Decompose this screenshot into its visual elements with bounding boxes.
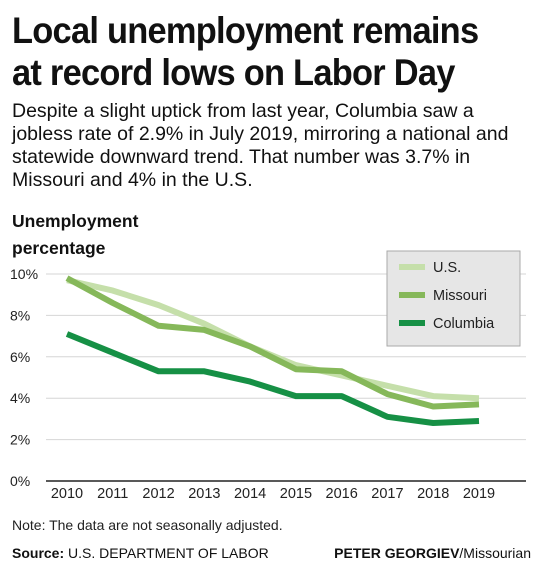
- y-axis-label: Unemployment percentage: [12, 208, 138, 262]
- x-tick-label: 2013: [188, 486, 220, 502]
- x-tick-label: 2015: [280, 486, 312, 502]
- legend-label: Missouri: [433, 288, 487, 304]
- credit-name: PETER GEORGIEV: [334, 545, 460, 561]
- legend-label: U.S.: [433, 260, 461, 276]
- y-axis-label-line-1: Unemployment: [12, 211, 139, 231]
- title-line-2: at record lows on Labor Day: [12, 52, 455, 93]
- chart-subtitle: Despite a slight uptick from last year, …: [12, 100, 509, 191]
- series-line-columbia: [65, 331, 480, 426]
- x-tick-label: 2011: [97, 486, 128, 502]
- chart-title: Local unemployment remains at record low…: [12, 10, 500, 94]
- y-tick-label: 8%: [10, 307, 30, 323]
- source-text: U.S. DEPARTMENT OF LABOR: [68, 545, 269, 561]
- y-tick-label: 6%: [10, 349, 30, 365]
- x-tick-label: 2010: [51, 486, 83, 502]
- x-tick-label: 2012: [142, 486, 174, 502]
- title-line-1: Local unemployment remains: [12, 10, 479, 51]
- series-line-missouri: [65, 275, 480, 410]
- x-tick-label: 2018: [417, 486, 449, 502]
- x-tick-label: 2017: [371, 486, 403, 502]
- x-tick-labels: 2010 2011 2012 2013 2014 2015 2016 2017 2018 2019: [51, 486, 495, 502]
- y-tick-label: 0%: [10, 473, 30, 489]
- source-label: Source:: [12, 545, 65, 561]
- y-tick-labels: 0% 2% 4% 6% 8% 10%: [10, 266, 38, 489]
- x-tick-label: 2016: [326, 486, 358, 502]
- credit-line: PETER GEORGIEV/Missourian: [334, 545, 531, 561]
- y-axis-label-line-2: percentage: [12, 238, 106, 258]
- y-tick-label: 4%: [10, 390, 30, 406]
- chart-note: Note: The data are not seasonally adjust…: [12, 517, 283, 533]
- y-tick-label: 10%: [10, 266, 38, 282]
- series-lines: [65, 275, 480, 426]
- x-tick-label: 2014: [234, 486, 266, 502]
- credit-outlet: /Missourian: [459, 545, 531, 561]
- legend-label: Columbia: [433, 316, 495, 332]
- legend: U.S. Missouri Columbia: [386, 250, 521, 347]
- source-line: Source: U.S. DEPARTMENT OF LABOR: [12, 545, 269, 561]
- y-tick-label: 2%: [10, 432, 30, 448]
- x-tick-label: 2019: [463, 486, 495, 502]
